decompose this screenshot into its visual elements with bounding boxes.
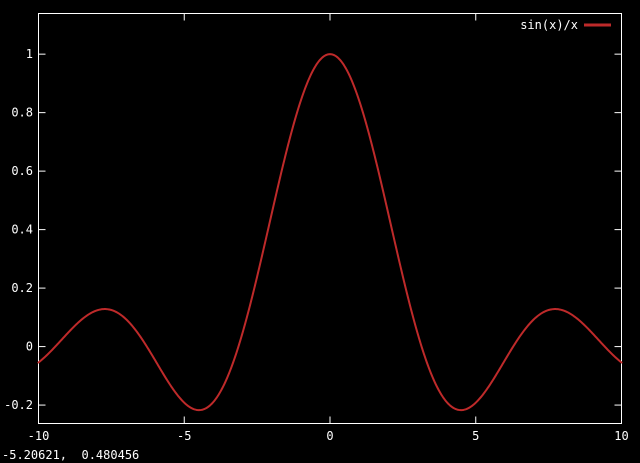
y-tick-label: 0.6 [11,164,33,178]
y-axis-ticks [38,53,622,406]
legend: sin(x)/x [520,18,611,32]
y-tick-label: 0.4 [11,223,33,237]
y-axis-labels: -0.2 0 0.2 0.4 0.6 0.8 1 [4,47,33,412]
x-axis-labels: -10 -5 0 5 10 [28,429,629,443]
x-tick-label: 0 [326,429,333,443]
x-tick-label: 10 [614,429,628,443]
curve-sin-x-over-x [37,53,623,412]
x-axis-ticks [38,13,622,424]
x-tick-label: -5 [177,429,191,443]
mouse-coordinates-readout: -5.20621, 0.480456 [2,448,140,462]
y-tick-label: 0 [26,340,33,354]
y-tick-label: 1 [26,47,33,61]
x-tick-label: -10 [28,429,50,443]
y-tick-label: -0.2 [4,398,33,412]
legend-label: sin(x)/x [520,18,578,32]
x-tick-label: 5 [472,429,479,443]
plot-border [38,13,622,424]
y-tick-label: 0.2 [11,281,33,295]
y-tick-label: 0.8 [11,106,33,120]
